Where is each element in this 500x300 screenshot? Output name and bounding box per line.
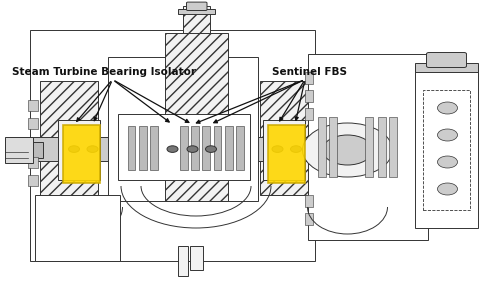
Bar: [308, 54, 428, 240]
Circle shape: [68, 146, 80, 152]
Circle shape: [302, 123, 392, 177]
Bar: [139, 126, 146, 170]
Bar: [262, 120, 305, 180]
Circle shape: [290, 146, 302, 152]
Bar: [305, 108, 312, 120]
Bar: [128, 126, 135, 170]
Bar: [389, 117, 397, 177]
Bar: [268, 124, 305, 183]
Bar: [214, 126, 221, 170]
Circle shape: [438, 102, 458, 114]
Bar: [108, 57, 258, 201]
Bar: [365, 117, 373, 177]
Bar: [305, 72, 312, 84]
Bar: [190, 246, 202, 270]
Bar: [225, 126, 232, 170]
Circle shape: [438, 183, 458, 195]
Bar: [179, 34, 214, 39]
Bar: [10, 136, 390, 160]
Bar: [329, 117, 337, 177]
Bar: [260, 81, 318, 195]
Bar: [202, 126, 209, 170]
Bar: [165, 33, 228, 201]
Circle shape: [322, 135, 372, 165]
Circle shape: [87, 146, 98, 152]
Bar: [178, 9, 215, 14]
Bar: [378, 117, 386, 177]
Bar: [30, 30, 315, 261]
Circle shape: [272, 146, 283, 152]
Bar: [415, 63, 478, 72]
Bar: [35, 195, 120, 261]
Bar: [191, 126, 198, 170]
Bar: [28, 157, 38, 168]
Bar: [28, 118, 38, 129]
Circle shape: [438, 129, 458, 141]
Text: Steam Turbine Bearing Isolator: Steam Turbine Bearing Isolator: [12, 67, 196, 77]
Bar: [422, 90, 470, 210]
Bar: [62, 124, 100, 183]
Text: Sentinel FBS: Sentinel FBS: [272, 67, 347, 77]
Bar: [182, 6, 210, 36]
Bar: [10, 142, 42, 158]
Bar: [118, 114, 250, 180]
Bar: [58, 120, 100, 180]
Bar: [305, 90, 312, 102]
Bar: [236, 126, 244, 170]
FancyBboxPatch shape: [186, 2, 207, 10]
Bar: [305, 213, 312, 225]
Bar: [150, 126, 158, 170]
Circle shape: [187, 146, 198, 152]
Bar: [305, 195, 312, 207]
Bar: [5, 139, 18, 161]
FancyBboxPatch shape: [426, 52, 467, 68]
Bar: [318, 117, 326, 177]
Bar: [178, 246, 188, 276]
Bar: [180, 126, 188, 170]
Bar: [28, 100, 38, 111]
Circle shape: [206, 146, 216, 152]
Bar: [415, 66, 478, 228]
Circle shape: [167, 146, 178, 152]
Circle shape: [438, 156, 458, 168]
Bar: [40, 81, 98, 195]
Bar: [5, 137, 32, 163]
Bar: [28, 175, 38, 186]
